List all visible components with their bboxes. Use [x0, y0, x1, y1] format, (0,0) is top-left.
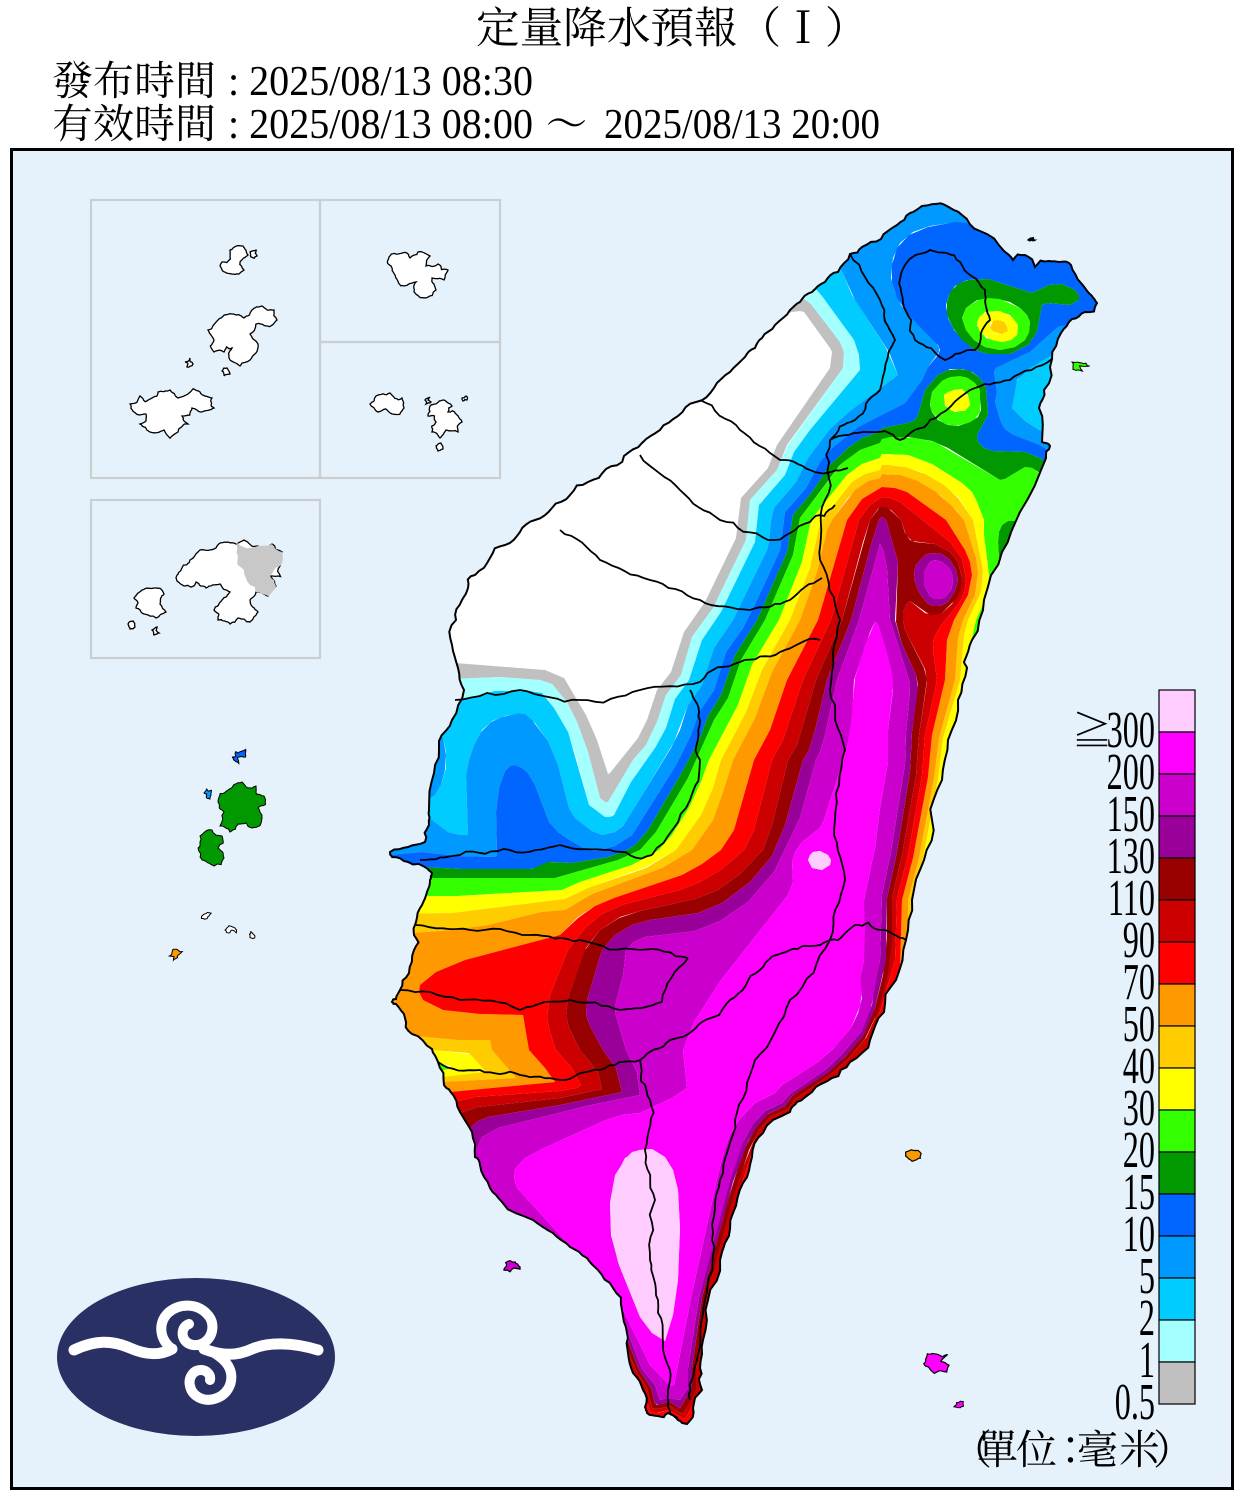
svg-text:70: 70: [1123, 953, 1155, 1011]
svg-text:20: 20: [1123, 1121, 1155, 1179]
svg-text:90: 90: [1123, 911, 1155, 969]
svg-text:0.5: 0.5: [1115, 1373, 1155, 1431]
svg-text:15: 15: [1123, 1163, 1155, 1221]
svg-text:2: 2: [1139, 1289, 1155, 1347]
svg-text:130: 130: [1107, 827, 1155, 885]
svg-text:5: 5: [1139, 1247, 1155, 1305]
svg-text:: 2025/08/13 08:30: : 2025/08/13 08:30: [228, 59, 533, 105]
svg-text:150: 150: [1107, 785, 1155, 843]
svg-text:2025/08/13 20:00: 2025/08/13 20:00: [604, 102, 880, 148]
svg-text:10: 10: [1123, 1205, 1155, 1263]
svg-text:200: 200: [1107, 743, 1155, 801]
svg-text:50: 50: [1123, 995, 1155, 1053]
svg-text:30: 30: [1123, 1079, 1155, 1137]
svg-text:300: 300: [1107, 701, 1155, 759]
svg-text:110: 110: [1108, 869, 1155, 927]
svg-text:: 2025/08/13 08:00: : 2025/08/13 08:00: [228, 102, 533, 148]
svg-text:1: 1: [1139, 1331, 1155, 1389]
svg-text:40: 40: [1123, 1037, 1155, 1095]
